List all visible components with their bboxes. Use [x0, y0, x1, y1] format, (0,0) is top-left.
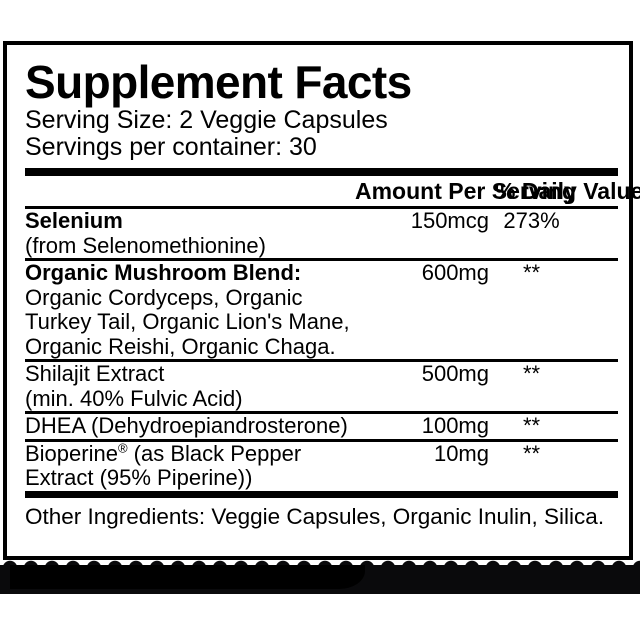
- divider-thick-bottom: [25, 490, 618, 498]
- divider-row-2: [25, 359, 618, 362]
- nutrient-table-2: Organic Mushroom Blend: Organic Cordycep…: [25, 260, 626, 359]
- row-dv-dhea: **: [522, 413, 541, 438]
- table-header-row: Amount Per Serving % Daily Value: [25, 176, 640, 206]
- nutrient-name: DHEA (Dehydroepiandrosterone): [25, 413, 348, 438]
- packaging-scalloped-edge: [0, 560, 640, 568]
- nutrient-table: Selenium (from Selenomethionine) 150mcg …: [25, 208, 626, 258]
- row-name-dhea: DHEA (Dehydroepiandrosterone): [25, 413, 355, 439]
- nutrient-table-4: DHEA (Dehydroepiandrosterone) 100mg **: [25, 413, 626, 439]
- nutrient-table-5: Bioperine® (as Black Pepper Extract (95%…: [25, 440, 626, 491]
- row-dv-shilajit: **: [522, 361, 541, 386]
- row-dv-selenium: 273%: [503, 208, 560, 233]
- nutrient-name: Shilajit Extract: [25, 361, 165, 386]
- packaging-bottom-band: [0, 560, 640, 594]
- facts-table: Amount Per Serving % Daily Value: [25, 176, 640, 206]
- table-row: Bioperine® (as Black Pepper Extract (95%…: [25, 440, 626, 491]
- row-name-shilajit: Shilajit Extract (min. 40% Fulvic Acid): [25, 361, 355, 411]
- table-row: Organic Mushroom Blend: Organic Cordycep…: [25, 260, 626, 359]
- serving-size-line: Serving Size: 2 Veggie Capsules: [25, 106, 388, 134]
- nutrient-name: Selenium: [25, 208, 123, 233]
- row-amount-selenium: 150mcg: [410, 208, 489, 233]
- table-row: Selenium (from Selenomethionine) 150mcg …: [25, 208, 626, 258]
- row-amount-bioperine: 10mg: [433, 440, 489, 466]
- row-name-bioperine: Bioperine® (as Black Pepper Extract (95%…: [25, 440, 355, 491]
- nutrient-source: (from Selenomethionine): [25, 232, 266, 258]
- row-dv-mushroom-blend: **: [522, 260, 541, 285]
- row-amount-dhea: 100mg: [421, 413, 489, 438]
- header-cell-name: [25, 176, 355, 206]
- divider-row-1: [25, 258, 618, 261]
- other-ingredients: Other Ingredients: Veggie Capsules, Orga…: [25, 503, 605, 529]
- row-name-mushroom-blend: Organic Mushroom Blend: Organic Cordycep…: [25, 260, 355, 359]
- row-name-selenium: Selenium (from Selenomethionine): [25, 208, 355, 258]
- divider-under-header: [25, 206, 618, 209]
- nutrient-source: (min. 40% Fulvic Acid): [25, 385, 243, 411]
- row-dv-bioperine: **: [522, 440, 541, 466]
- table-row: DHEA (Dehydroepiandrosterone) 100mg **: [25, 413, 626, 439]
- nutrient-name-suffix: (as Black Pepper Extract (95% Piperine)): [25, 440, 302, 490]
- servings-per-container-line: Servings per container: 30: [25, 133, 317, 161]
- page-title: Supplement Facts: [25, 56, 412, 108]
- header-cell-amount: Amount Per Serving: [355, 178, 577, 204]
- divider-thick-top: [25, 168, 618, 176]
- nutrient-name: Bioperine: [25, 440, 118, 466]
- divider-row-3: [25, 411, 618, 414]
- nutrient-source: Organic Cordyceps, Organic Turkey Tail, …: [25, 284, 350, 359]
- nutrient-name: Organic Mushroom Blend:: [25, 260, 302, 285]
- registered-mark-icon: ®: [117, 440, 128, 456]
- row-amount-shilajit: 500mg: [421, 361, 489, 386]
- panel-inner: Supplement Facts Serving Size: 2 Veggie …: [7, 56, 640, 534]
- divider-row-4: [25, 438, 618, 442]
- row-amount-mushroom-blend: 600mg: [421, 260, 489, 285]
- supplement-facts-panel: Supplement Facts Serving Size: 2 Veggie …: [3, 41, 640, 560]
- table-row: Shilajit Extract (min. 40% Fulvic Acid) …: [25, 361, 626, 411]
- header-cell-daily-value: % Daily Value: [495, 178, 640, 204]
- nutrient-table-3: Shilajit Extract (min. 40% Fulvic Acid) …: [25, 361, 626, 411]
- packaging-dark-shape: [10, 565, 365, 589]
